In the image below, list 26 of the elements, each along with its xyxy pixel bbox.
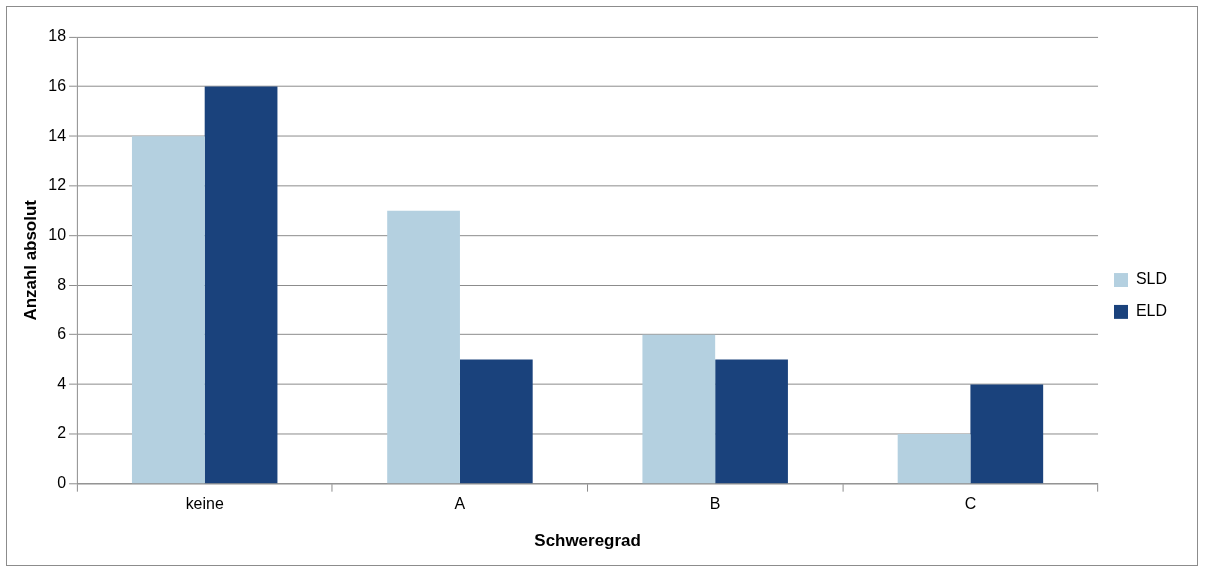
x-tick-label: A	[454, 494, 466, 512]
y-tick-label: 18	[48, 27, 67, 45]
legend-label: ELD	[1135, 302, 1168, 320]
bar	[387, 210, 460, 484]
y-tick-label: 10	[48, 225, 67, 243]
bar	[204, 86, 278, 484]
y-tick-label: 8	[57, 275, 67, 293]
x-tick-label: keine	[185, 494, 224, 512]
bar	[642, 334, 716, 484]
bar	[970, 384, 1044, 484]
legend-label: SLD	[1135, 270, 1168, 288]
y-tick-label: 14	[48, 126, 67, 144]
y-tick-label: 6	[57, 325, 67, 343]
y-tick-label: 12	[48, 176, 67, 194]
bar	[131, 136, 205, 484]
y-axis-title: Anzahl absolut	[20, 199, 40, 321]
bar	[897, 434, 971, 484]
x-axis-title: Schweregrad	[534, 530, 641, 550]
y-tick-label: 16	[48, 76, 67, 94]
x-tick-label: C	[964, 494, 977, 512]
y-tick-label: 0	[57, 474, 67, 492]
y-tick-label: 2	[57, 424, 67, 442]
bar	[459, 359, 533, 484]
x-tick-label: B	[709, 494, 721, 512]
y-tick-label: 4	[57, 374, 67, 392]
bar	[715, 359, 788, 484]
